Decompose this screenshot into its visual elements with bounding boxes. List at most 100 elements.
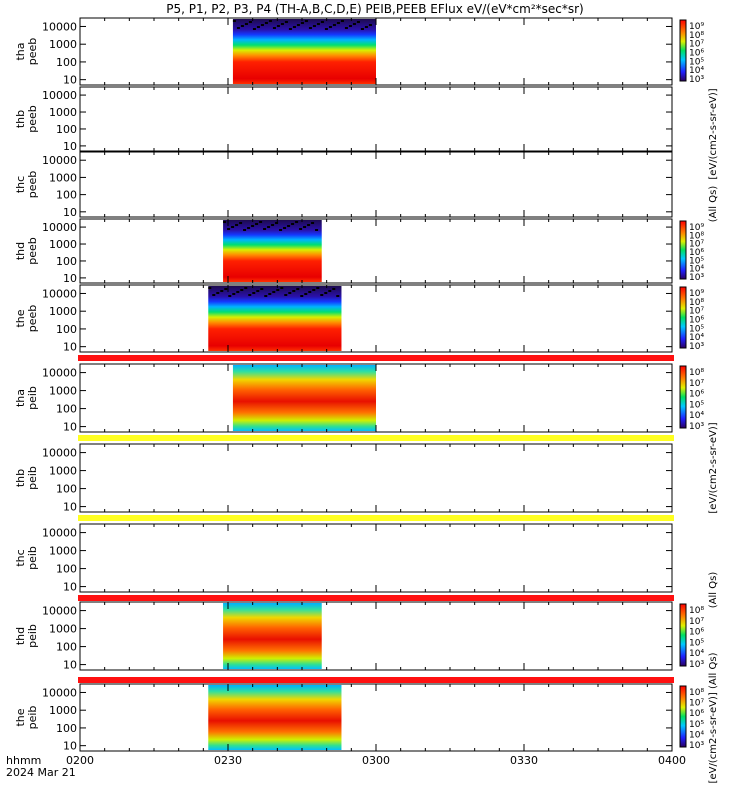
noise-speck	[296, 288, 300, 290]
colorbar-tick-label: 10⁷	[689, 699, 704, 709]
noise-speck	[248, 294, 252, 296]
x-tick-label: 0230	[214, 754, 242, 767]
figure-title: P5, P1, P2, P3, P4 (TH-A,B,C,D,E) PEIB,P…	[166, 2, 583, 16]
noise-speck	[292, 26, 296, 28]
colorbar-tick-label: 10³	[689, 75, 704, 85]
noise-speck	[340, 20, 344, 22]
noise-speck	[235, 224, 239, 226]
y-tick-label: 1000	[49, 171, 77, 184]
y-axis-label-type: peib	[26, 386, 39, 410]
noise-speck	[248, 21, 252, 23]
panel-thc-peib: 10 100 1000 10000 thc peib	[14, 515, 674, 594]
noise-speck	[364, 26, 368, 28]
colorbar-tick-label: 10⁷	[689, 617, 704, 627]
panel-frame	[79, 443, 673, 513]
y-tick-label: 10	[63, 341, 77, 354]
colorbar-tick-label: 10⁶	[689, 709, 704, 719]
colorbar-tick-label: 10⁸	[689, 298, 704, 308]
noise-speck	[220, 290, 224, 292]
quality-bar	[78, 435, 674, 441]
noise-speck	[328, 26, 332, 28]
noise-speck	[352, 23, 356, 25]
panel-frame	[79, 523, 673, 593]
noise-speck	[263, 228, 267, 230]
noise-speck	[295, 221, 299, 223]
noise-speck	[299, 228, 303, 230]
noise-speck	[320, 21, 324, 23]
noise-speck	[283, 227, 287, 229]
colorbar-tick-label: 10⁸	[689, 606, 704, 616]
colorbar-tick-label: 10⁸	[689, 688, 704, 698]
colorbar-tick-label: 10⁷	[689, 40, 704, 50]
y-tick-label: 1000	[49, 305, 77, 318]
y-axis-label-probe: thc	[14, 549, 27, 566]
noise-speck	[336, 295, 340, 297]
y-tick-label: 100	[56, 403, 77, 416]
noise-speck	[368, 24, 372, 26]
panel-thb-peeb: 10 100 1000 10000 thb peeb	[14, 86, 673, 153]
noise-speck	[223, 221, 227, 223]
noise-speck	[324, 28, 328, 30]
noise-speck	[256, 26, 260, 28]
noise-speck	[288, 28, 292, 30]
noise-speck	[252, 28, 256, 30]
colorbar-label-ion-mid: [eV/(cm2-s-sr-eV)]	[708, 422, 719, 513]
noise-speck	[276, 289, 280, 291]
y-tick-label: 10	[63, 421, 77, 434]
x-tick-label: 0400	[658, 754, 686, 767]
y-tick-label: 10000	[42, 686, 77, 699]
y-tick-label: 10	[63, 74, 77, 87]
noise-speck	[308, 27, 312, 29]
y-tick-label: 100	[56, 722, 77, 735]
noise-speck	[240, 25, 244, 27]
colorbar-tick-label: 10³	[689, 422, 704, 432]
colorbar-tick-label: 10⁵	[689, 400, 704, 410]
noise-speck	[307, 224, 311, 226]
x-tick-label: 0330	[510, 754, 538, 767]
colorbar	[679, 220, 687, 280]
panel-frame	[79, 151, 673, 218]
noise-speck	[239, 222, 243, 224]
colorbar-tick-label: 10⁴	[689, 333, 704, 343]
noise-speck	[243, 229, 247, 231]
noise-speck	[236, 291, 240, 293]
quality-bar	[78, 677, 674, 683]
noise-speck	[311, 222, 315, 224]
colorbar-tick-label: 10⁹	[689, 289, 704, 299]
noise-speck	[292, 290, 296, 292]
noise-speck	[315, 229, 319, 231]
panel-tha-peeb: 10 100 1000 10000 tha peeb 10⁹10⁸10⁷10⁶10⁵10⁴1…	[14, 17, 704, 87]
colorbar-tick-label: 10³	[689, 741, 704, 751]
noise-speck	[312, 289, 316, 291]
noise-speck	[320, 294, 324, 296]
y-axis-label-probe: tha	[14, 389, 27, 407]
colorbar-tick-label: 10⁷	[689, 307, 704, 317]
colorbar-tick-label: 10⁶	[689, 628, 704, 638]
y-tick-label: 1000	[49, 385, 77, 398]
y-tick-label: 10	[63, 740, 77, 753]
colorbar-tick-label: 10⁴	[689, 265, 704, 275]
colorbar-tick-label: 10⁹	[689, 22, 704, 32]
noise-speck	[303, 226, 307, 228]
colorbar-label-electron-top: [eV/(cm2-s-sr-eV)]	[708, 88, 719, 179]
y-tick-label: 10	[63, 581, 77, 594]
quality-bar	[78, 595, 674, 601]
y-tick-label: 1000	[49, 623, 77, 636]
noise-speck	[360, 28, 364, 30]
y-axis-label-probe: the	[14, 309, 27, 327]
noise-speck	[271, 224, 275, 226]
noise-speck	[280, 287, 284, 289]
noise-speck	[356, 21, 360, 23]
colorbar-tick-label: 10⁸	[689, 231, 704, 241]
noise-speck	[344, 27, 348, 29]
colorbar-tick-label: 10⁵	[689, 638, 704, 648]
panel-thb-peib: 10 100 1000 10000 thb peib	[14, 435, 674, 514]
noise-speck	[291, 223, 295, 225]
colorbar-label-electron-mid: (All Qs)	[708, 186, 719, 223]
noise-speck	[232, 293, 236, 295]
noise-speck	[284, 294, 288, 296]
y-tick-label: 100	[56, 56, 77, 69]
noise-speck	[247, 227, 251, 229]
y-tick-label: 10000	[42, 605, 77, 618]
noise-speck	[264, 22, 268, 24]
